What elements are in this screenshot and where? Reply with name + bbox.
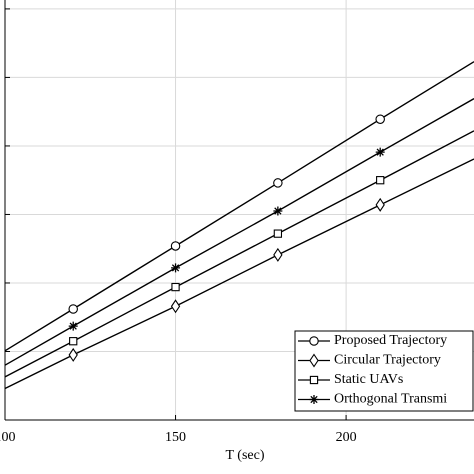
marker	[309, 353, 319, 368]
x-axis-label: T (sec)	[226, 448, 265, 463]
x-tick-label: 150	[165, 430, 186, 445]
series-line	[4, 158, 474, 390]
marker	[273, 247, 283, 262]
marker	[375, 197, 385, 212]
legend-label: Proposed Trajectory	[334, 333, 447, 348]
marker	[309, 375, 319, 385]
marker	[375, 147, 385, 157]
marker	[69, 337, 78, 346]
legend: Proposed Trajectory Circular Trajectory St…	[294, 330, 474, 412]
marker	[375, 114, 385, 124]
marker	[68, 347, 78, 362]
marker	[171, 282, 180, 292]
x-tick-label: 100	[0, 430, 16, 445]
marker	[273, 178, 283, 188]
marker	[376, 176, 385, 185]
marker	[273, 229, 283, 238]
marker	[171, 263, 181, 273]
marker	[68, 321, 78, 331]
series-line	[4, 130, 474, 378]
marker	[68, 304, 78, 314]
series-line	[4, 98, 474, 366]
marker	[309, 336, 319, 346]
series-line	[4, 61, 474, 352]
marker	[273, 206, 283, 216]
legend-box	[294, 330, 474, 412]
marker	[170, 241, 181, 251]
legend-label: Circular Trajectory	[334, 353, 441, 368]
marker	[170, 299, 181, 314]
marker	[309, 395, 319, 404]
legend-label: Static UAVs	[334, 372, 403, 387]
legend-label: Orthogonal Transmi	[334, 392, 447, 407]
x-tick-label: 200	[336, 430, 357, 445]
